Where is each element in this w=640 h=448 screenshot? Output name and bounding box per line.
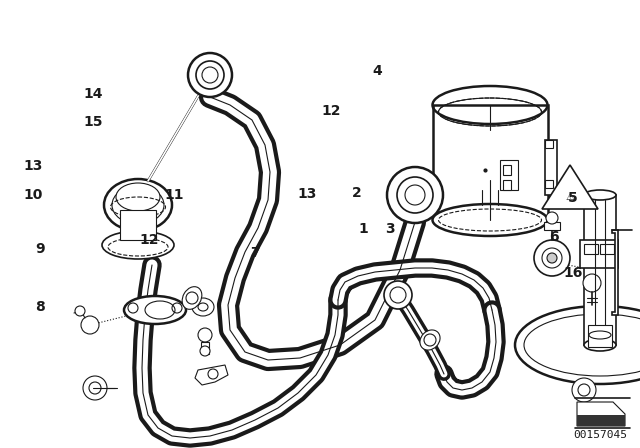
Text: 5: 5: [568, 191, 578, 205]
Text: 4: 4: [372, 64, 383, 78]
Text: 14: 14: [83, 87, 102, 101]
Bar: [433, 105, 548, 220]
Bar: [580, 240, 618, 268]
Ellipse shape: [116, 183, 160, 211]
Ellipse shape: [515, 306, 640, 384]
Circle shape: [202, 67, 218, 83]
Circle shape: [572, 378, 596, 402]
Circle shape: [188, 53, 232, 97]
Text: 3: 3: [385, 222, 396, 237]
Ellipse shape: [124, 296, 186, 324]
Ellipse shape: [433, 204, 547, 236]
Ellipse shape: [198, 303, 208, 311]
Circle shape: [583, 274, 601, 292]
Polygon shape: [542, 165, 598, 209]
Bar: [544, 222, 560, 230]
Text: 10: 10: [24, 188, 43, 202]
Circle shape: [81, 316, 99, 334]
Polygon shape: [195, 365, 228, 385]
Circle shape: [534, 240, 570, 276]
Circle shape: [546, 212, 558, 224]
Circle shape: [578, 384, 590, 396]
Ellipse shape: [192, 298, 214, 316]
Circle shape: [547, 253, 557, 263]
Circle shape: [397, 177, 433, 213]
Circle shape: [196, 61, 224, 89]
Circle shape: [387, 167, 443, 223]
Text: ⚠: ⚠: [566, 192, 574, 202]
Bar: [584, 195, 616, 345]
Text: 6: 6: [548, 229, 559, 244]
Ellipse shape: [584, 339, 616, 351]
Bar: [201, 342, 209, 354]
Text: 13: 13: [24, 159, 43, 173]
Circle shape: [390, 287, 406, 303]
Text: 15: 15: [83, 115, 102, 129]
Text: 13: 13: [298, 186, 317, 201]
Text: 7: 7: [250, 246, 260, 260]
Circle shape: [405, 185, 425, 205]
Ellipse shape: [104, 179, 172, 231]
Circle shape: [208, 369, 218, 379]
Text: 2: 2: [352, 185, 362, 200]
Bar: [545, 140, 557, 195]
Circle shape: [75, 306, 85, 316]
Ellipse shape: [112, 186, 164, 224]
Bar: [577, 415, 625, 426]
Bar: [500, 160, 518, 190]
Text: 12: 12: [140, 233, 159, 247]
Bar: [600, 244, 614, 254]
Ellipse shape: [182, 287, 202, 309]
Ellipse shape: [145, 301, 175, 319]
Bar: [545, 140, 553, 148]
Bar: [588, 325, 612, 347]
Circle shape: [542, 248, 562, 268]
Text: 8: 8: [35, 300, 45, 314]
Circle shape: [200, 346, 210, 356]
Circle shape: [384, 281, 412, 309]
Text: 11: 11: [164, 188, 184, 202]
Circle shape: [198, 328, 212, 342]
Bar: [120, 210, 156, 240]
Bar: [503, 165, 511, 175]
Text: 16: 16: [563, 266, 582, 280]
Polygon shape: [612, 230, 618, 315]
Text: 00157045: 00157045: [573, 430, 627, 440]
Bar: [545, 180, 553, 188]
Ellipse shape: [420, 330, 440, 350]
Circle shape: [186, 292, 198, 304]
Circle shape: [83, 376, 107, 400]
Text: 12: 12: [322, 104, 341, 118]
Ellipse shape: [102, 231, 174, 259]
Ellipse shape: [589, 331, 611, 339]
Circle shape: [89, 382, 101, 394]
Bar: [503, 180, 511, 190]
Text: 1: 1: [358, 222, 369, 237]
Polygon shape: [577, 402, 625, 426]
Text: 9: 9: [35, 241, 45, 256]
Ellipse shape: [584, 190, 616, 200]
Bar: [584, 244, 598, 254]
Circle shape: [424, 334, 436, 346]
